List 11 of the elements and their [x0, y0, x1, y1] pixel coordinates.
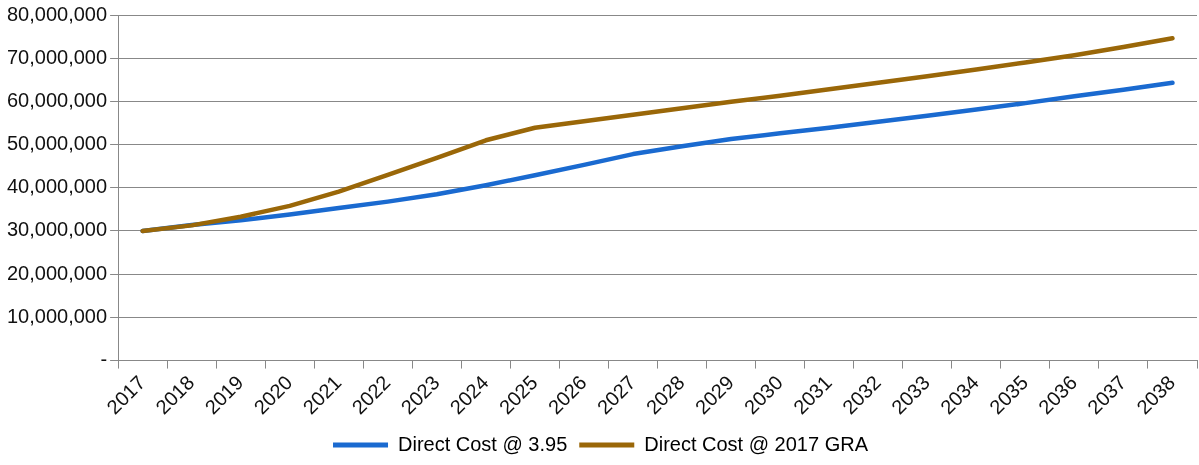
- y-tick-label: -: [100, 348, 108, 371]
- legend-label: Direct Cost @ 3.95: [398, 432, 568, 455]
- y-tick-label: 50,000,000: [6, 132, 108, 155]
- y-tick-label: 70,000,000: [6, 45, 108, 68]
- y-tick-label: 60,000,000: [6, 88, 108, 111]
- y-tick-label: 40,000,000: [6, 175, 108, 198]
- y-tick-label: 80,000,000: [6, 2, 108, 25]
- y-tick-label: 20,000,000: [6, 261, 108, 284]
- legend-label: Direct Cost @ 2017 GRA: [644, 432, 869, 455]
- y-tick-label: 30,000,000: [6, 218, 108, 241]
- y-tick-label: 10,000,000: [6, 304, 108, 327]
